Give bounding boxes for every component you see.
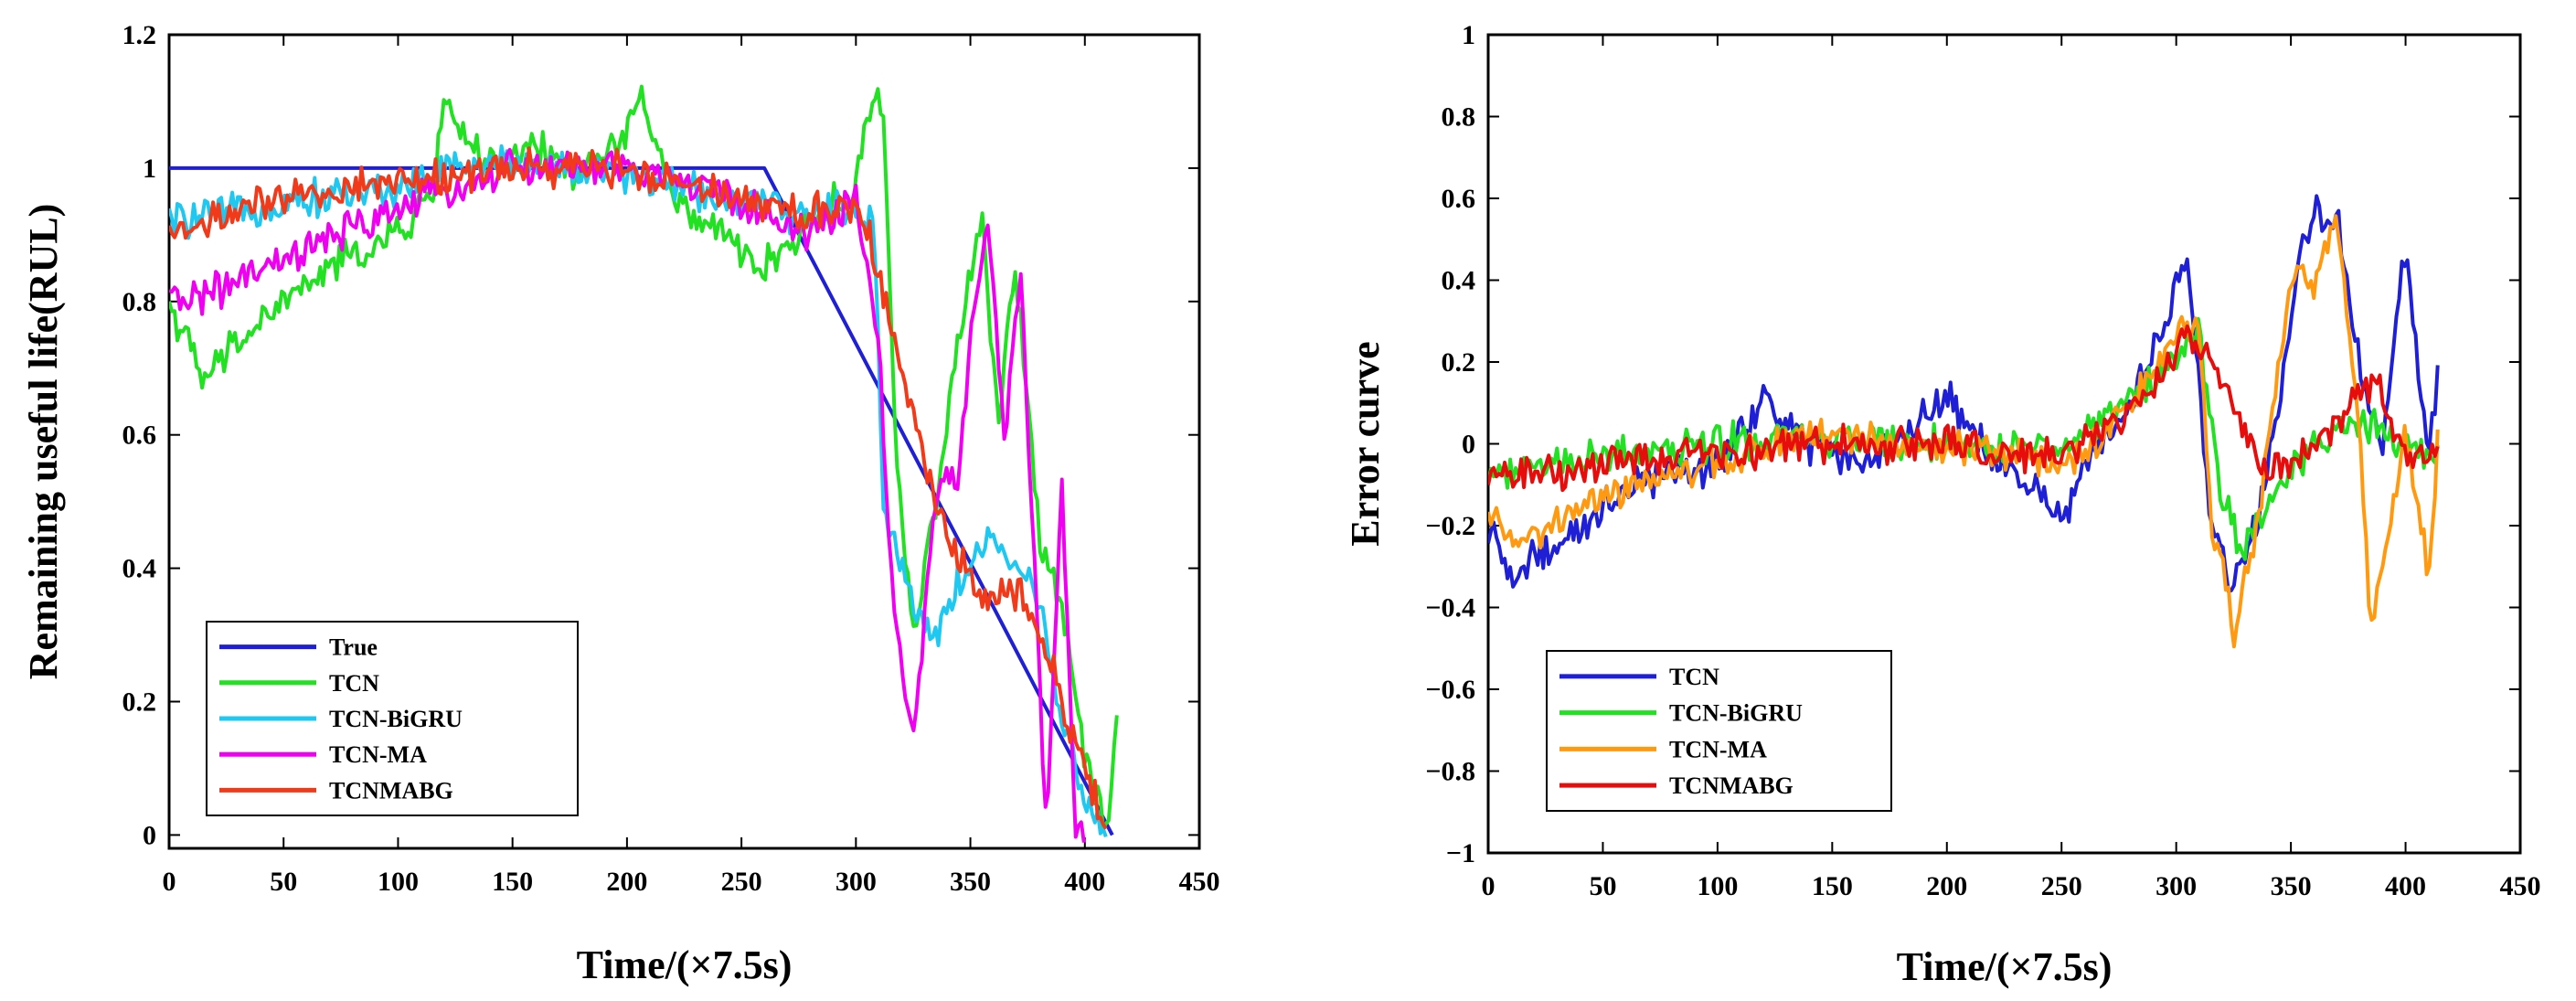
error-series-tcn — [1488, 194, 2440, 593]
error-x-tick-label: 150 — [1812, 871, 1853, 901]
rul-series-tcn-ma — [169, 147, 1086, 843]
error-x-tick-label: 200 — [1926, 871, 1967, 901]
rul-y-tick-label: 0.2 — [122, 687, 157, 718]
error-x-tick-label: 100 — [1697, 871, 1738, 901]
rul-y-tick-label: 0 — [143, 820, 156, 850]
error-series-tcn-ma — [1488, 214, 2440, 649]
error-y-tick-label: 0 — [1462, 430, 1475, 460]
error-y-tick-label: −0.6 — [1425, 675, 1475, 705]
error-x-tick-label: 450 — [2500, 871, 2541, 901]
error-y-tick-label: −1 — [1446, 838, 1475, 868]
rul-y-tick-label: 0.4 — [122, 554, 157, 584]
rul-chart: 0 50 100 150 200 250 300 350 400 450 0 0.2 0.4 0.6 0.8… — [21, 20, 1220, 987]
rul-y-tick-label: 1.2 — [122, 20, 157, 50]
error-y-axis-label: Error curve — [1343, 341, 1388, 546]
rul-legend-label: TCN-BiGRU — [329, 706, 463, 732]
error-legend: TCN TCN-BiGRU TCN-MA TCNMABG — [1546, 650, 1892, 812]
error-x-tick-label: 50 — [1589, 871, 1616, 901]
error-y-tick-label: 0.4 — [1442, 266, 1476, 296]
rul-series-group — [169, 84, 1119, 843]
error-y-tick-label: −0.2 — [1425, 511, 1475, 541]
error-x-axis-label: Time/(×7.5s) — [1897, 944, 2113, 989]
error-y-tick-label: −0.4 — [1425, 593, 1475, 623]
rul-y-tick-label: 0.8 — [122, 287, 157, 317]
rul-y-tick-label: 1 — [143, 154, 156, 184]
rul-legend-label: TCNMABG — [329, 777, 453, 804]
error-y-tick-label: 1 — [1462, 20, 1475, 50]
rul-legend: True TCN TCN-BiGRU TCN-MA TCNMABG — [206, 621, 579, 816]
error-x-tick-label: 400 — [2385, 871, 2426, 901]
error-y-tick-label: 0.6 — [1442, 184, 1476, 214]
rul-series-tcn — [169, 84, 1119, 832]
error-x-tick-label: 350 — [2271, 871, 2312, 901]
rul-x-tick-label: 250 — [721, 867, 762, 897]
rul-x-tick-label: 150 — [492, 867, 533, 897]
error-x-tick-label: 300 — [2156, 871, 2197, 901]
rul-series-true — [169, 165, 1114, 836]
rul-legend-label: TCN-MA — [329, 741, 427, 768]
rul-legend-label: TCN — [329, 670, 379, 697]
rul-x-tick-label: 100 — [378, 867, 419, 897]
rul-x-tick-label: 400 — [1064, 867, 1105, 897]
rul-legend-label: True — [329, 634, 378, 661]
error-legend-label: TCN — [1669, 664, 1719, 690]
error-series-tcn-bigru — [1488, 316, 2440, 561]
rul-plot-frame — [167, 33, 1201, 850]
error-series-group — [1488, 194, 2440, 649]
rul-x-axis-label: Time/(×7.5s) — [577, 942, 793, 987]
error-legend-label: TCN-MA — [1669, 736, 1767, 762]
rul-x-tick-label: 350 — [950, 867, 991, 897]
rul-y-axis-label: Remaining useful life(RUL) — [21, 204, 66, 680]
error-y-tick-label: 0.2 — [1442, 347, 1476, 378]
error-series-tcnmabg — [1488, 325, 2440, 493]
rul-series-tcnmabg — [169, 146, 1108, 830]
rul-x-tick-label: 50 — [270, 867, 297, 897]
rul-x-tick-label: 300 — [836, 867, 877, 897]
rul-x-tick-label: 450 — [1179, 867, 1220, 897]
error-x-tick-label: 250 — [2041, 871, 2082, 901]
error-chart: 0 50 100 150 200 250 300 350 400 450 −1 −0.8 −0.6 −0.… — [1343, 20, 2541, 989]
error-legend-label: TCN-BiGRU — [1669, 700, 1803, 727]
rul-x-tick-label: 0 — [163, 867, 176, 897]
error-y-tick-label: −0.8 — [1425, 757, 1475, 787]
error-legend-label: TCNMABG — [1669, 772, 1794, 799]
rul-x-tick-label: 200 — [606, 867, 647, 897]
error-y-tick-label: 0.8 — [1442, 102, 1476, 133]
error-x-tick-label: 0 — [1482, 871, 1496, 901]
rul-y-tick-label: 0.6 — [122, 421, 157, 451]
